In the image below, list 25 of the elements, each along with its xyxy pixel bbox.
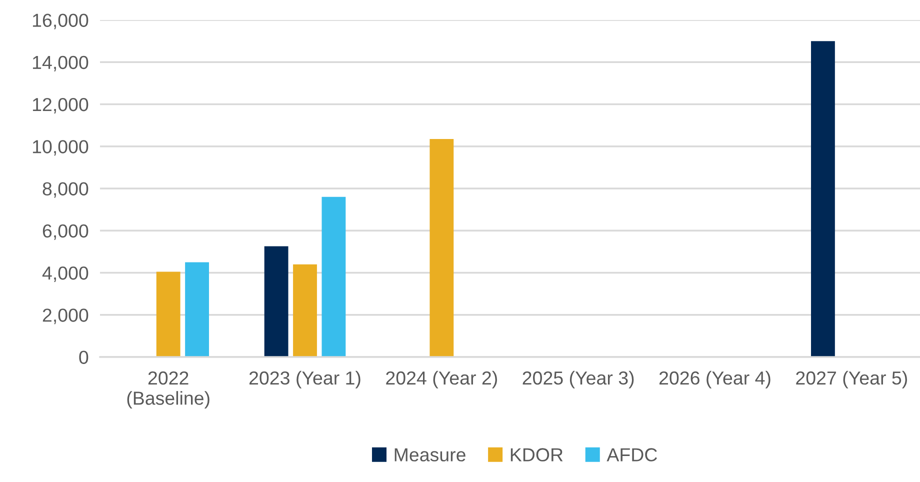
- legend-label: KDOR: [510, 448, 563, 462]
- legend-label: AFDC: [606, 448, 657, 462]
- bar: [156, 272, 180, 357]
- y-tick-label: 6,000: [42, 224, 88, 240]
- x-tick-label: 2027 (Year 5): [796, 370, 907, 388]
- x-tick-label: 2024 (Year 2): [386, 370, 497, 388]
- bar: [264, 246, 288, 357]
- y-tick-label: 12,000: [32, 98, 88, 114]
- y-tick-label: 0: [79, 350, 88, 364]
- bar: [293, 264, 317, 357]
- legend-label: Measure: [394, 448, 466, 462]
- y-tick-label: 14,000: [32, 56, 88, 72]
- y-tick-label: 4,000: [42, 266, 88, 282]
- y-tick-label: 8,000: [42, 182, 88, 198]
- bar: [322, 196, 346, 357]
- y-tick-label: 16,000: [32, 14, 88, 30]
- y-tick-label: 2,000: [42, 308, 88, 324]
- x-tick-label: 2025 (Year 3): [522, 370, 634, 388]
- bar: [185, 262, 209, 357]
- bar: [430, 139, 454, 357]
- y-tick-label: 10,000: [32, 140, 88, 156]
- x-tick-label: 2026 (Year 4): [659, 370, 770, 388]
- x-tick-label: 2022 (Baseline): [127, 371, 210, 409]
- bar: [811, 41, 835, 357]
- x-tick-label: 2023 (Year 1): [249, 370, 360, 388]
